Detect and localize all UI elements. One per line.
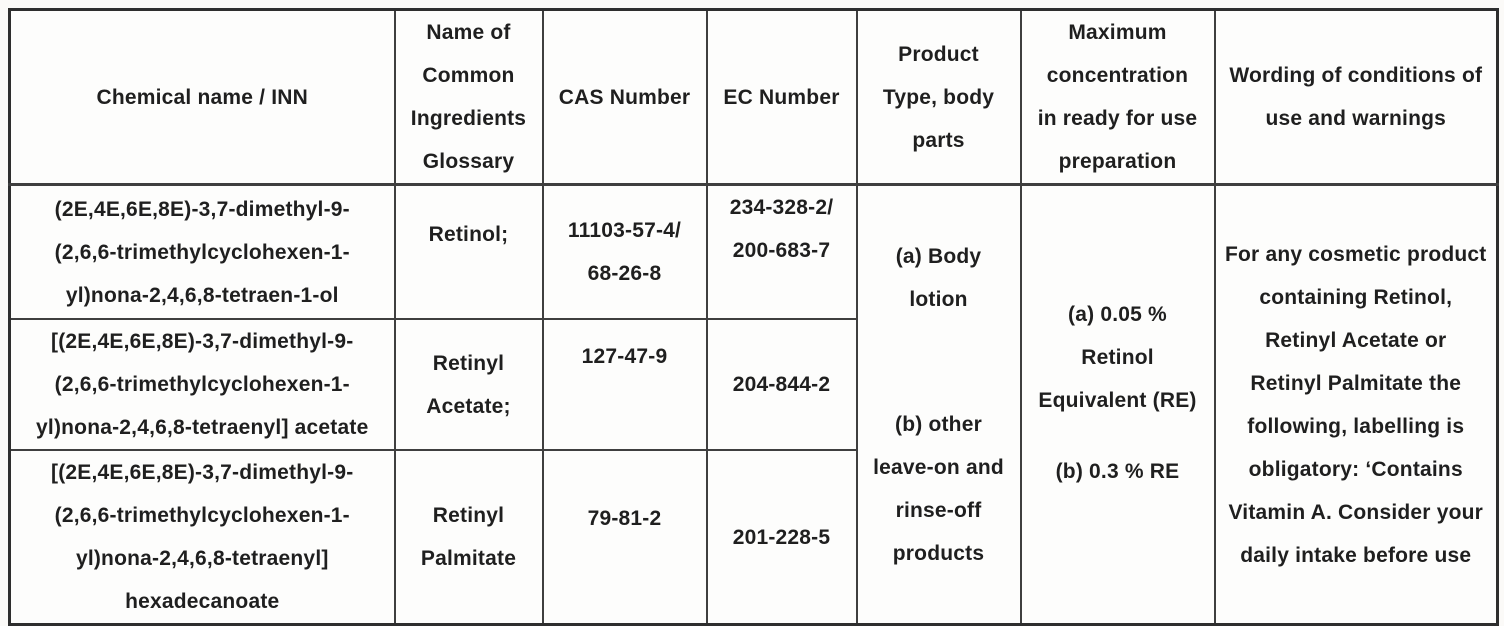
table-row-retinyl-palmitate: [(2E,4E,6E,8E)-3,7-dimethyl-9- (2,6,6-tr… bbox=[8, 449, 1498, 626]
table-row-retinyl-acetate: [(2E,4E,6E,8E)-3,7-dimethyl-9- (2,6,6-tr… bbox=[8, 318, 1498, 451]
header-max-concentration: Maximum concentration in ready for use p… bbox=[1019, 8, 1216, 186]
cell-glossary-retinyl-palmitate: Retinyl Palmitate bbox=[393, 449, 544, 626]
cell-wording: For any cosmetic product containing Reti… bbox=[1213, 183, 1499, 626]
ingredients-regulation-table: Chemical name / INN Name of Common Ingre… bbox=[8, 8, 1499, 626]
cell-product-type: (a) Body lotion (b) other leave-on and r… bbox=[855, 183, 1022, 626]
cell-glossary-retinyl-acetate: Retinyl Acetate; bbox=[393, 318, 544, 451]
cell-cas-retinyl-acetate: 127-47-9 bbox=[541, 318, 708, 451]
max-concentration-a: (a) 0.05 % Retinol Equivalent (RE) bbox=[1038, 302, 1197, 412]
product-type-a: (a) Body lotion bbox=[895, 244, 982, 311]
cell-chemical-name-retinyl-acetate: [(2E,4E,6E,8E)-3,7-dimethyl-9- (2,6,6-tr… bbox=[8, 318, 396, 451]
cell-max-concentration: (a) 0.05 % Retinol Equivalent (RE) (b) 0… bbox=[1019, 183, 1216, 626]
header-glossary-name: Name of Common Ingredients Glossary bbox=[393, 8, 544, 186]
header-chemical-name: Chemical name / INN bbox=[8, 8, 396, 186]
cell-cas-retinol: 11103-57-4/ 68-26-8 bbox=[541, 183, 708, 320]
header-product-type: Product Type, body parts bbox=[855, 8, 1022, 186]
max-concentration-b: (b) 0.3 % RE bbox=[1055, 459, 1180, 483]
product-type-b: (b) other leave-on and rinse-off product… bbox=[873, 412, 1004, 565]
cell-ec-retinol: 234-328-2/ 200-683-7 bbox=[705, 183, 858, 320]
cell-ec-retinyl-acetate: 204-844-2 bbox=[705, 318, 858, 451]
header-cas-number: CAS Number bbox=[541, 8, 708, 186]
cell-chemical-name-retinol: (2E,4E,6E,8E)-3,7-dimethyl-9- (2,6,6-tri… bbox=[8, 183, 396, 320]
header-wording: Wording of conditions of use and warning… bbox=[1213, 8, 1499, 186]
cell-ec-retinyl-palmitate: 201-228-5 bbox=[705, 449, 858, 626]
cell-chemical-name-retinyl-palmitate: [(2E,4E,6E,8E)-3,7-dimethyl-9- (2,6,6-tr… bbox=[8, 449, 396, 626]
header-row: Chemical name / INN Name of Common Ingre… bbox=[8, 8, 1499, 186]
cell-cas-retinyl-palmitate: 79-81-2 bbox=[541, 449, 708, 626]
cell-glossary-retinol: Retinol; bbox=[393, 183, 544, 320]
table-row-retinol: (2E,4E,6E,8E)-3,7-dimethyl-9- (2,6,6-tri… bbox=[8, 183, 1499, 626]
header-ec-number: EC Number bbox=[705, 8, 858, 186]
